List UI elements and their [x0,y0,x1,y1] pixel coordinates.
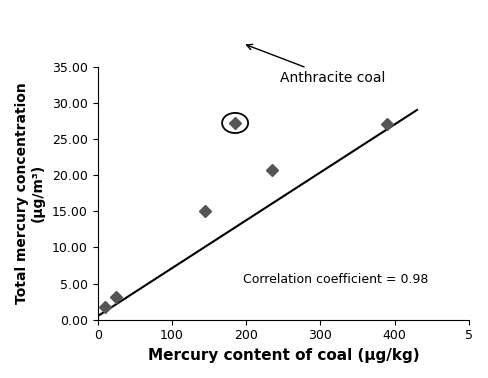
Y-axis label: Total mercury concentration
(μg/m³): Total mercury concentration (μg/m³) [15,82,45,304]
Text: Correlation coefficient = 0.98: Correlation coefficient = 0.98 [243,273,428,287]
X-axis label: Mercury content of coal (μg/kg): Mercury content of coal (μg/kg) [147,348,419,363]
Text: Anthracite coal: Anthracite coal [246,44,385,85]
